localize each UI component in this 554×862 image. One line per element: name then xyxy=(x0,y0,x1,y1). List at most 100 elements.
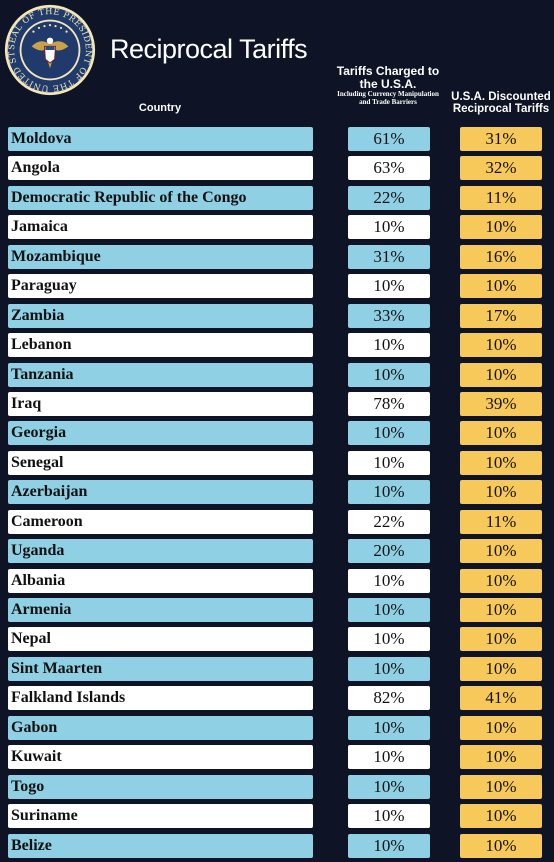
table-row: Togo 10% 10% xyxy=(0,774,554,803)
table-row: Gabon 10% 10% xyxy=(0,715,554,744)
charged-header-sub: Including Currency Manipulation and Trad… xyxy=(337,90,439,106)
country-cell: Georgia xyxy=(8,421,313,446)
country-cell: Belize xyxy=(8,833,313,858)
country-cell: Lebanon xyxy=(8,333,313,358)
table-row: Angola 63% 32% xyxy=(0,155,554,184)
discounted-tariff-cell: 39% xyxy=(460,391,542,416)
discounted-tariff-cell: 10% xyxy=(460,627,542,652)
discounted-tariff-cell: 41% xyxy=(460,686,542,711)
country-cell: Paraguay xyxy=(8,274,313,299)
country-cell: Armenia xyxy=(8,598,313,622)
charged-tariff-cell: 20% xyxy=(348,539,430,564)
table-row: Albania 10% 10% xyxy=(0,568,554,597)
discounted-tariff-cell: 10% xyxy=(460,568,542,593)
discounted-tariff-cell: 10% xyxy=(460,656,542,681)
table-row: Mozambique 31% 16% xyxy=(0,244,554,273)
charged-tariff-cell: 10% xyxy=(348,774,430,799)
table-row: Paraguay 10% 10% xyxy=(0,273,554,302)
charged-tariff-cell: 61% xyxy=(348,127,430,151)
table-row: Lebanon 10% 10% xyxy=(0,332,554,361)
country-cell: Mozambique xyxy=(8,244,313,269)
country-cell: Gabon xyxy=(8,715,313,740)
discounted-tariff-cell: 10% xyxy=(460,804,542,829)
table-row: Tanzania 10% 10% xyxy=(0,362,554,391)
country-cell: Uganda xyxy=(8,539,313,564)
charged-tariff-cell: 10% xyxy=(348,480,430,505)
charged-tariff-cell: 33% xyxy=(348,303,430,328)
discount-column-header: U.S.A. Discounted Reciprocal Tariffs xyxy=(451,91,551,116)
discounted-tariff-cell: 10% xyxy=(460,833,542,858)
charged-tariff-cell: 10% xyxy=(348,715,430,740)
discounted-tariff-cell: 10% xyxy=(460,539,542,564)
charged-tariff-cell: 10% xyxy=(348,833,430,858)
charged-tariff-cell: 10% xyxy=(348,274,430,299)
charged-tariff-cell: 63% xyxy=(348,156,430,181)
charged-tariff-cell: 10% xyxy=(348,421,430,446)
country-cell: Senegal xyxy=(8,450,313,475)
country-cell: Jamaica xyxy=(8,215,313,240)
country-cell: Azerbaijan xyxy=(8,480,313,505)
discounted-tariff-cell: 10% xyxy=(460,598,542,622)
country-cell: Suriname xyxy=(8,804,313,829)
table-row: Senegal 10% 10% xyxy=(0,450,554,479)
country-cell: Sint Maarten xyxy=(8,656,313,681)
charged-tariff-cell: 78% xyxy=(348,391,430,416)
discounted-tariff-cell: 10% xyxy=(460,774,542,799)
discounted-tariff-cell: 11% xyxy=(460,185,542,210)
charged-tariff-cell: 10% xyxy=(348,362,430,387)
charged-tariff-cell: 22% xyxy=(348,509,430,534)
country-cell: Zambia xyxy=(8,303,313,328)
discounted-tariff-cell: 10% xyxy=(460,362,542,387)
charged-tariff-cell: 10% xyxy=(348,215,430,240)
table-row: Georgia 10% 10% xyxy=(0,420,554,449)
discounted-tariff-cell: 10% xyxy=(460,333,542,358)
charged-header-main: Tariffs Charged to the U.S.A. xyxy=(336,64,440,91)
table-row: Iraq 78% 39% xyxy=(0,391,554,420)
presidential-seal-icon: SEAL OF THE PRESIDENT OF THE UNITED STAT… xyxy=(4,4,96,96)
discounted-tariff-cell: 10% xyxy=(460,715,542,740)
discounted-tariff-cell: 10% xyxy=(460,450,542,475)
country-cell: Iraq xyxy=(8,391,313,416)
country-cell: Cameroon xyxy=(8,509,313,534)
charged-tariff-cell: 10% xyxy=(348,627,430,652)
country-cell: Tanzania xyxy=(8,362,313,387)
charged-tariff-cell: 10% xyxy=(348,656,430,681)
table-row: Kuwait 10% 10% xyxy=(0,744,554,773)
charged-tariff-cell: 10% xyxy=(348,450,430,475)
charged-tariff-cell: 22% xyxy=(348,185,430,210)
charged-tariff-cell: 10% xyxy=(348,598,430,622)
table-row: Suriname 10% 10% xyxy=(0,803,554,832)
discounted-tariff-cell: 10% xyxy=(460,745,542,770)
discounted-tariff-cell: 10% xyxy=(460,480,542,505)
country-cell: Nepal xyxy=(8,627,313,652)
table-row: Belize 10% 10% xyxy=(0,833,554,862)
discounted-tariff-cell: 10% xyxy=(460,274,542,299)
charged-tariff-cell: 10% xyxy=(348,745,430,770)
table-row: Armenia 10% 10% xyxy=(0,597,554,626)
tariff-table: Moldova 61% 31% Angola 63% 32% Democratic Repu… xyxy=(0,126,554,862)
country-cell: Democratic Republic of the Congo xyxy=(8,185,313,210)
table-row: Sint Maarten 10% 10% xyxy=(0,656,554,685)
discounted-tariff-cell: 10% xyxy=(460,421,542,446)
country-cell: Albania xyxy=(8,568,313,593)
discounted-tariff-cell: 10% xyxy=(460,215,542,240)
page-title: Reciprocal Tariffs xyxy=(110,34,308,64)
country-cell: Falkland Islands xyxy=(8,686,313,711)
discounted-tariff-cell: 32% xyxy=(460,156,542,181)
charged-tariff-cell: 10% xyxy=(348,804,430,829)
charged-column-header: Tariffs Charged to the U.S.A. Including … xyxy=(334,65,442,106)
country-cell: Angola xyxy=(8,156,313,181)
discounted-tariff-cell: 17% xyxy=(460,303,542,328)
charged-tariff-cell: 10% xyxy=(348,333,430,358)
table-row: Nepal 10% 10% xyxy=(0,626,554,655)
country-cell: Moldova xyxy=(8,127,313,151)
table-row: Democratic Republic of the Congo 22% 11% xyxy=(0,185,554,214)
table-row: Cameroon 22% 11% xyxy=(0,509,554,538)
discounted-tariff-cell: 31% xyxy=(460,127,542,151)
table-row: Azerbaijan 10% 10% xyxy=(0,479,554,508)
discounted-tariff-cell: 16% xyxy=(460,244,542,269)
table-row: Zambia 33% 17% xyxy=(0,303,554,332)
table-row: Moldova 61% 31% xyxy=(0,126,554,155)
charged-tariff-cell: 82% xyxy=(348,686,430,711)
country-column-header: Country xyxy=(138,102,182,114)
